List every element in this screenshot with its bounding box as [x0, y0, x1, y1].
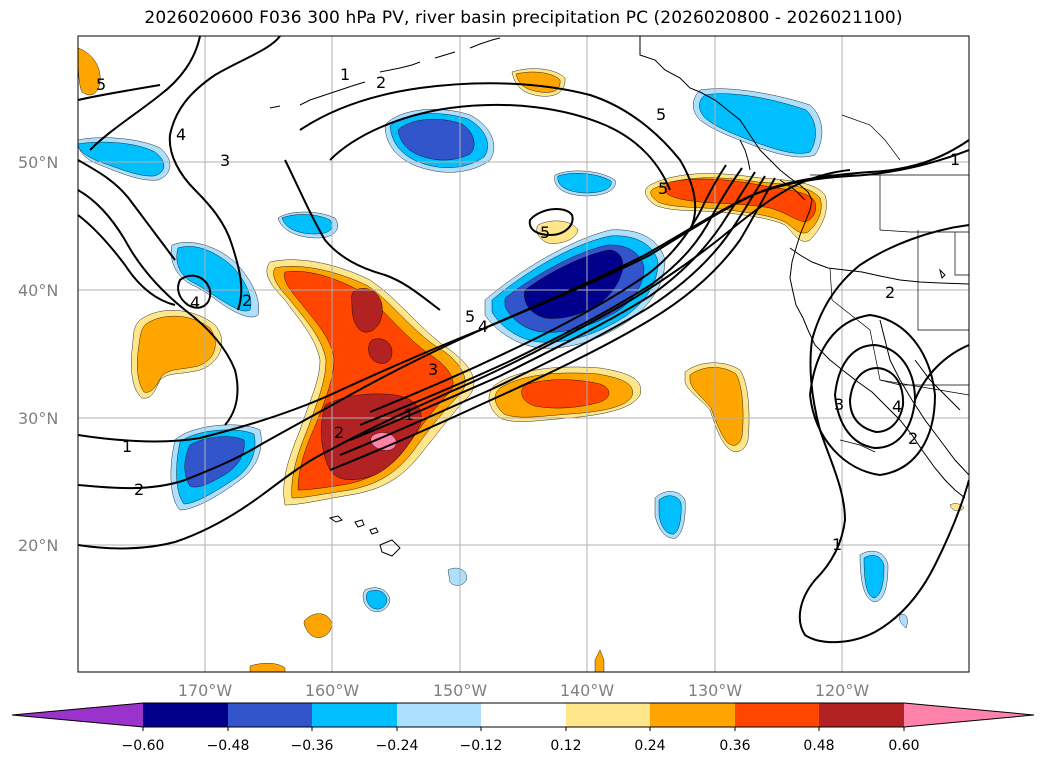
negative-small-n-024	[557, 173, 612, 194]
colorbar-seg-neg024	[312, 703, 397, 727]
positive-small-5	[536, 220, 579, 244]
colorbar-seg-zero	[481, 703, 566, 727]
svg-text:4: 4	[892, 397, 902, 416]
colorbar-tick-label: 0.60	[888, 738, 919, 754]
pv-contours	[78, 36, 969, 644]
svg-text:130°W: 130°W	[688, 681, 743, 700]
positive-small-south	[303, 613, 333, 638]
svg-text:3: 3	[220, 151, 230, 170]
negative-small-hi2	[447, 567, 468, 586]
colorbar-tick-label: 0.24	[634, 738, 665, 754]
colorbar-tick-label: 0.12	[550, 738, 581, 754]
colorbar-tick-label: 0.48	[803, 738, 834, 754]
svg-text:2: 2	[376, 73, 386, 92]
svg-text:4: 4	[176, 125, 186, 144]
map-title: 2026020600 F036 300 hPa PV, river basin …	[144, 8, 903, 28]
svg-text:2: 2	[885, 283, 895, 302]
negative-small-s-024	[658, 495, 682, 535]
colorbar-seg-neg012	[397, 703, 481, 727]
svg-text:140°W: 140°W	[560, 681, 615, 700]
colorbar-tick-label: −0.36	[291, 738, 334, 754]
colorbar-extend-low	[12, 703, 143, 727]
positive-e-024	[689, 367, 744, 446]
colorbar-seg-pos048	[819, 703, 904, 727]
svg-text:3: 3	[428, 360, 438, 379]
svg-text:50°N: 50°N	[18, 153, 58, 172]
svg-text:1: 1	[340, 65, 350, 84]
positive-band-central-048b	[351, 288, 383, 333]
svg-text:40°N: 40°N	[18, 281, 58, 300]
colorbar-seg-pos012	[566, 703, 650, 727]
colorbar-tick-label: 0.36	[719, 738, 750, 754]
svg-text:5: 5	[465, 307, 475, 326]
svg-text:1: 1	[122, 437, 132, 456]
colorbar: −0.60 −0.48 −0.36 −0.24 −0.12 0.12 0.24 …	[11, 702, 1035, 754]
svg-text:5: 5	[656, 105, 666, 124]
colorbar-tick-label: −0.12	[460, 738, 503, 754]
svg-text:20°N: 20°N	[18, 536, 58, 555]
svg-text:5: 5	[540, 223, 550, 242]
negative-small-se-024	[863, 555, 885, 599]
svg-text:120°W: 120°W	[815, 681, 870, 700]
negative-small-hi3	[899, 614, 908, 629]
coastlines	[269, 36, 969, 557]
svg-text:4: 4	[190, 293, 200, 312]
positive-band-central-048c	[368, 338, 393, 364]
graticule	[78, 36, 969, 672]
svg-text:5: 5	[96, 75, 106, 94]
latitude-labels: 50°N 40°N 30°N 20°N	[18, 153, 58, 555]
svg-text:150°W: 150°W	[433, 681, 488, 700]
svg-text:1: 1	[832, 535, 842, 554]
svg-text:2: 2	[334, 423, 344, 442]
precipitation-fills	[78, 47, 965, 672]
svg-text:2: 2	[134, 480, 144, 499]
svg-text:3: 3	[834, 395, 844, 414]
svg-text:30°N: 30°N	[18, 409, 58, 428]
colorbar-seg-pos024	[650, 703, 735, 727]
svg-text:160°W: 160°W	[305, 681, 360, 700]
positive-small-south2	[249, 663, 286, 672]
svg-text:170°W: 170°W	[178, 681, 233, 700]
positive-small-south3	[594, 649, 605, 672]
svg-text:4: 4	[478, 317, 488, 336]
negative-north-036	[397, 119, 475, 161]
colorbar-tick-label: −0.24	[376, 738, 419, 754]
svg-text:1: 1	[404, 405, 414, 424]
positive-west-024	[137, 315, 216, 393]
colorbar-tick-label: −0.60	[122, 738, 165, 754]
colorbar-tick-label: −0.48	[207, 738, 250, 754]
colorbar-extend-high	[904, 703, 1034, 727]
longitude-labels: 170°W 160°W 150°W 140°W 130°W 120°W	[178, 681, 870, 700]
negative-small-hi1-024	[366, 590, 388, 610]
colorbar-seg-neg048	[143, 703, 228, 727]
negative-w-024	[176, 246, 252, 312]
positive-band-central-048	[321, 393, 422, 480]
colorbar-seg-pos036	[735, 703, 819, 727]
pv-contour-labels: 1 2 1 2 3 4 5 5 5 5 5 4 3 4 2 2 1 2 3 4 …	[96, 65, 960, 554]
negative-far-nw-024	[78, 141, 165, 177]
svg-text:1: 1	[950, 150, 960, 169]
colorbar-seg-neg036	[228, 703, 312, 727]
plot-frame	[77, 35, 970, 673]
svg-text:5: 5	[658, 179, 668, 198]
svg-text:2: 2	[242, 291, 252, 310]
negative-ne-024	[699, 93, 816, 154]
svg-text:2: 2	[908, 429, 918, 448]
